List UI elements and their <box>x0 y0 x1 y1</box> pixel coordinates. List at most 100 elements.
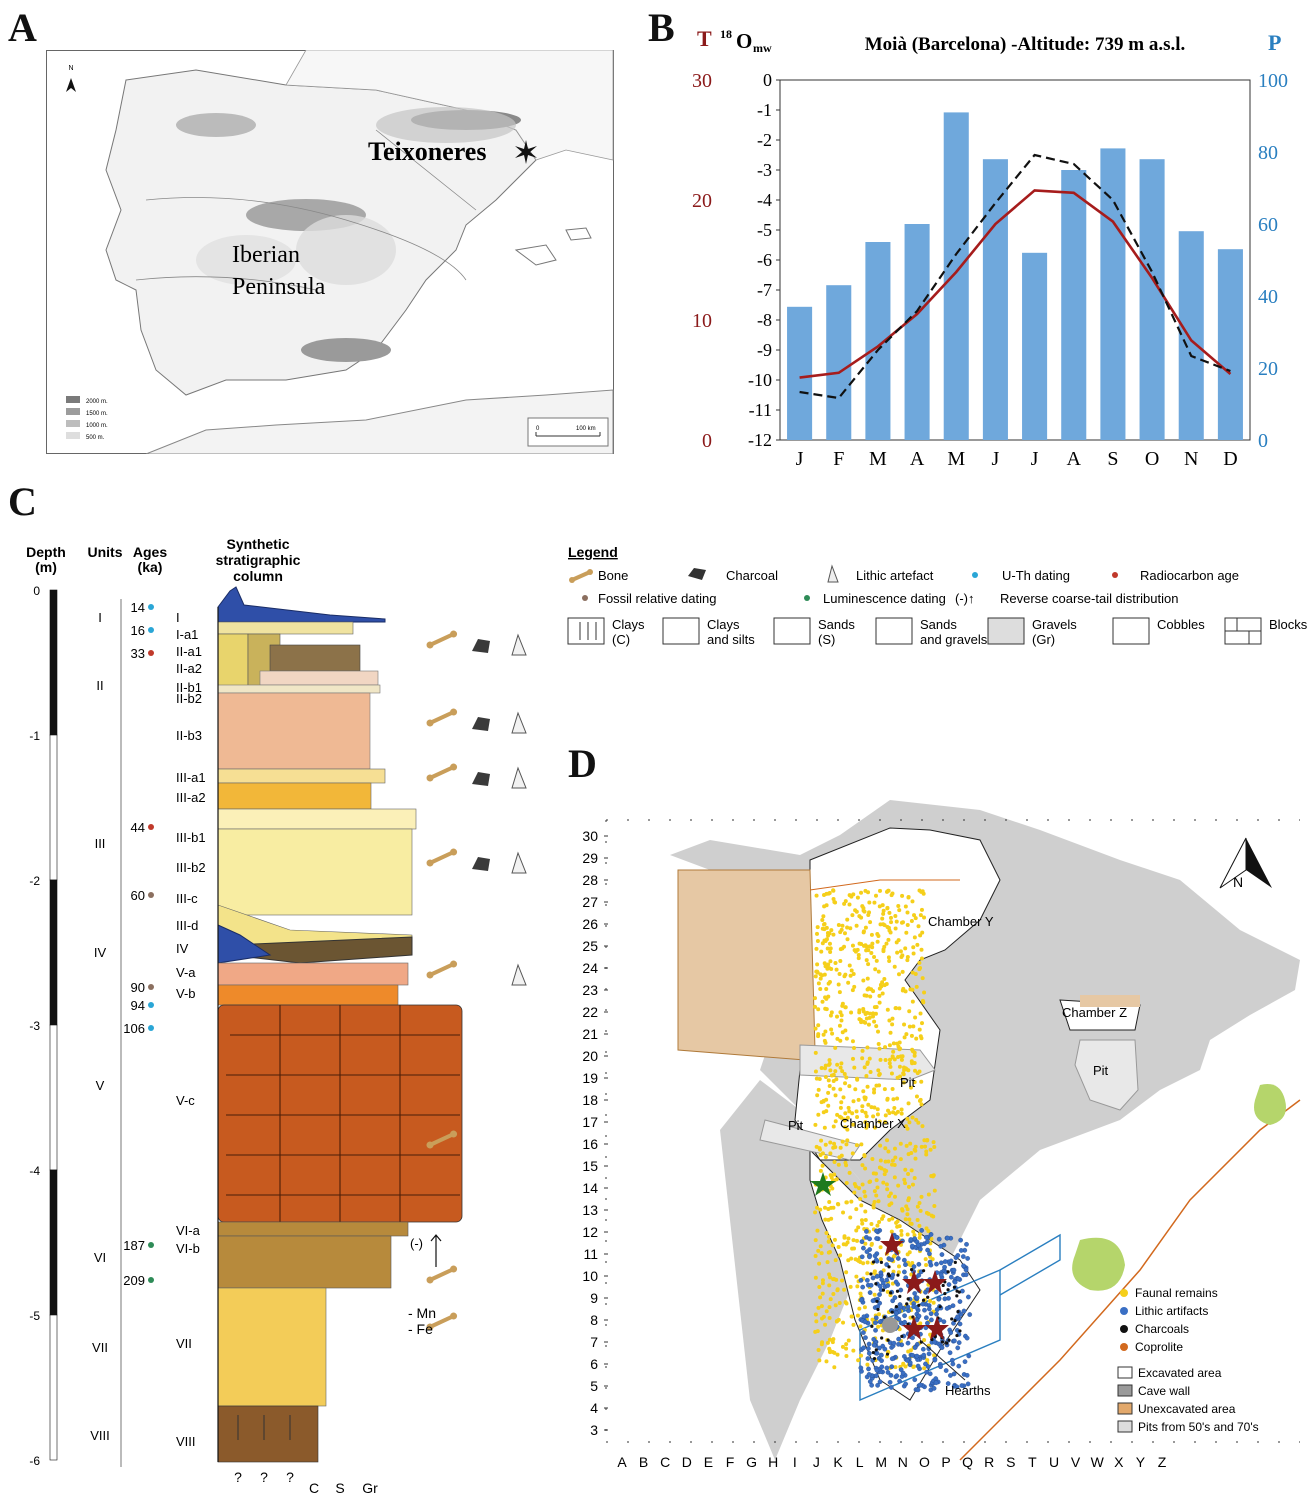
faunal-point <box>823 1142 828 1147</box>
faunal-point <box>859 915 864 920</box>
synthetic-header-2: stratigraphic <box>216 552 301 568</box>
faunal-point <box>850 1111 855 1116</box>
layer-label: VIII <box>176 1434 196 1449</box>
faunal-point <box>834 1077 839 1082</box>
faunal-point <box>835 1352 840 1357</box>
faunal-point <box>891 1049 896 1054</box>
layer-label: III-b1 <box>176 830 206 845</box>
texture-swatch <box>1112 617 1150 645</box>
bone-icon <box>569 569 593 583</box>
faunal-point <box>856 1259 861 1264</box>
lithic-point <box>898 1287 904 1293</box>
lithic-point <box>920 1301 926 1307</box>
faunal-point <box>896 904 901 909</box>
faunal-point <box>919 1194 924 1199</box>
faunal-point <box>870 945 875 950</box>
faunal-point <box>873 893 878 898</box>
lithic-point <box>928 1311 934 1317</box>
faunal-point <box>817 1358 822 1363</box>
faunal-point <box>910 1047 915 1052</box>
legend-reverse-text: Reverse coarse-tail distribution <box>1000 591 1178 606</box>
texture-sublabel: (S) <box>818 632 835 647</box>
faunal-point <box>835 1112 840 1117</box>
faunal-point <box>831 888 836 893</box>
grid-col-label: C <box>660 1454 670 1470</box>
faunal-point <box>888 1064 893 1069</box>
charcoal-point <box>871 1350 875 1355</box>
faunal-point <box>845 937 850 942</box>
faunal-point <box>900 893 905 898</box>
panel-a-label: A <box>8 5 37 50</box>
charcoal-point <box>880 1336 884 1340</box>
layer-label: V-a <box>176 965 196 980</box>
faunal-point <box>932 1188 937 1193</box>
faunal-point <box>818 986 823 991</box>
faunal-point <box>829 1027 834 1032</box>
faunal-point <box>860 1108 865 1113</box>
faunal-point <box>885 905 890 910</box>
faunal-point <box>892 964 897 969</box>
faunal-point <box>924 1152 929 1157</box>
precip-bar <box>943 112 969 441</box>
faunal-point <box>842 1118 847 1123</box>
lithic-point <box>874 1367 880 1373</box>
month-label: J <box>992 448 1000 470</box>
month-label: S <box>1107 448 1118 470</box>
faunal-point <box>899 1107 904 1112</box>
faunal-point <box>925 1358 930 1363</box>
faunal-point <box>917 1098 922 1103</box>
faunal-point <box>868 994 873 999</box>
faunal-point <box>885 1138 890 1143</box>
faunal-point <box>894 919 899 924</box>
faunal-point <box>839 927 844 932</box>
lithic-point <box>943 1368 949 1373</box>
faunal-point <box>909 1059 914 1064</box>
lithic-point <box>936 1296 942 1302</box>
faunal-point <box>876 969 881 974</box>
chamber-x-label: Chamber X <box>840 1116 906 1131</box>
faunal-point <box>844 1142 849 1147</box>
grid-row-label: 4 <box>590 1400 598 1416</box>
legend-fossil: Fossil relative dating <box>598 591 717 606</box>
faunal-point <box>924 1226 929 1231</box>
faunal-point <box>877 1071 882 1076</box>
faunal-point <box>847 1084 852 1089</box>
faunal-point <box>862 1065 867 1070</box>
faunal-point <box>836 1162 841 1167</box>
faunal-point <box>902 1022 907 1027</box>
lithic-point <box>859 1239 865 1244</box>
faunal-point <box>881 922 886 927</box>
lithic-point <box>966 1353 972 1359</box>
precip-bar <box>1100 148 1126 440</box>
faunal-point <box>854 1109 859 1114</box>
faunal-point <box>867 1011 872 1016</box>
scalebar-start: 0 <box>536 426 540 432</box>
faunal-point <box>929 1236 934 1241</box>
legend-bone: Bone <box>598 568 628 583</box>
faunal-point <box>909 919 914 924</box>
grid-row-label: 9 <box>590 1290 598 1306</box>
faunal-point <box>911 1229 916 1234</box>
faunal-point <box>842 1235 847 1240</box>
month-label: F <box>833 448 844 470</box>
faunal-point <box>818 1153 823 1158</box>
lithic-point <box>938 1272 944 1278</box>
faunal-point <box>846 1236 851 1241</box>
faunal-point <box>861 978 866 983</box>
faunal-point <box>813 996 818 1001</box>
t-tick-label: 30 <box>692 70 712 92</box>
faunal-point <box>824 1097 829 1102</box>
faunal-point <box>908 1141 913 1146</box>
layer-label: V-b <box>176 986 196 1001</box>
lithic-point <box>875 1382 880 1388</box>
charcoal-point <box>887 1265 891 1269</box>
charcoal-point <box>887 1274 891 1278</box>
faunal-point <box>848 1284 853 1289</box>
legend-charcoal: Charcoal <box>726 568 778 583</box>
faunal-point <box>829 1216 834 1221</box>
faunal-point <box>914 1117 919 1122</box>
faunal-point <box>848 973 853 978</box>
faunal-point <box>880 980 885 985</box>
luminescence-dot-icon <box>804 595 810 601</box>
faunal-point <box>830 1243 835 1248</box>
